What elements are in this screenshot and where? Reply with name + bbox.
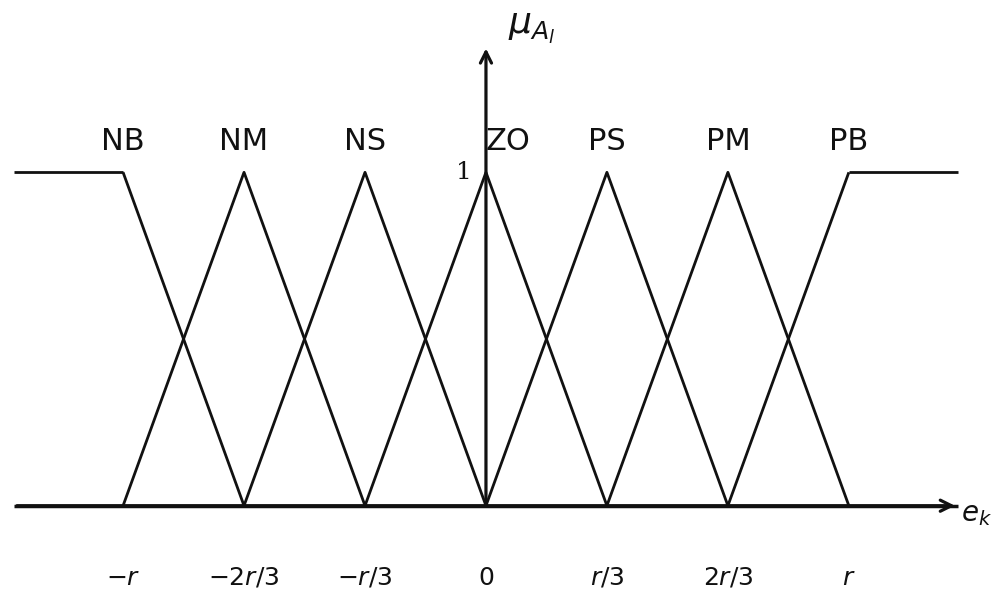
Text: ZO: ZO: [485, 127, 530, 156]
Text: $r$: $r$: [842, 566, 856, 590]
Text: $e_k$: $e_k$: [961, 500, 992, 528]
Text: $-r$: $-r$: [106, 566, 140, 590]
Text: PM: PM: [706, 127, 750, 156]
Text: PB: PB: [829, 127, 868, 156]
Text: $0$: $0$: [478, 566, 494, 590]
Text: 1: 1: [456, 161, 471, 184]
Text: NM: NM: [219, 127, 269, 156]
Text: $-r/3$: $-r/3$: [337, 566, 393, 590]
Text: $-2r/3$: $-2r/3$: [208, 566, 280, 590]
Text: $\mu_{A_l}$: $\mu_{A_l}$: [508, 12, 555, 45]
Text: $r/3$: $r/3$: [590, 566, 624, 590]
Text: NS: NS: [344, 127, 386, 156]
Text: PS: PS: [588, 127, 626, 156]
Text: $2r/3$: $2r/3$: [703, 566, 753, 590]
Text: NB: NB: [101, 127, 145, 156]
